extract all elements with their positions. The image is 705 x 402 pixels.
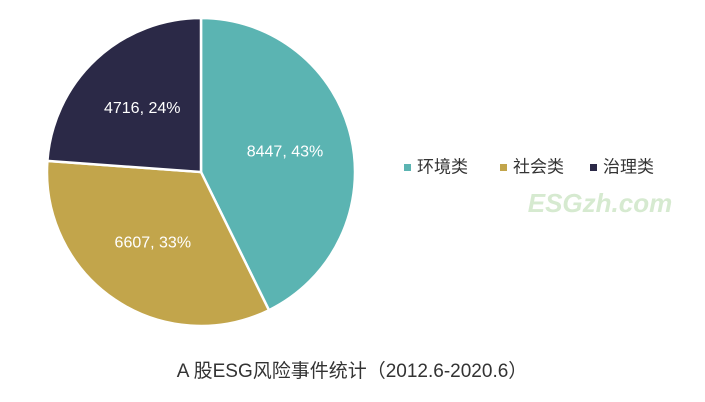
pie-slice bbox=[45, 159, 271, 328]
legend-label: 治理类 bbox=[603, 157, 654, 176]
legend-swatch bbox=[404, 164, 411, 171]
legend-label: 社会类 bbox=[513, 157, 564, 176]
data-label: 8447, 43% bbox=[247, 144, 324, 161]
pie-slice bbox=[46, 16, 203, 174]
watermark: ESGzh.com bbox=[528, 188, 672, 218]
data-label: 6607, 33% bbox=[115, 235, 192, 252]
legend-swatch bbox=[590, 164, 597, 171]
data-label: 4716, 24% bbox=[104, 100, 181, 117]
legend-swatch bbox=[500, 164, 507, 171]
legend-label: 环境类 bbox=[417, 157, 468, 176]
chart-title: A 股ESG风险事件统计（2012.6-2020.6） bbox=[177, 360, 528, 382]
pie-slice bbox=[199, 16, 357, 312]
